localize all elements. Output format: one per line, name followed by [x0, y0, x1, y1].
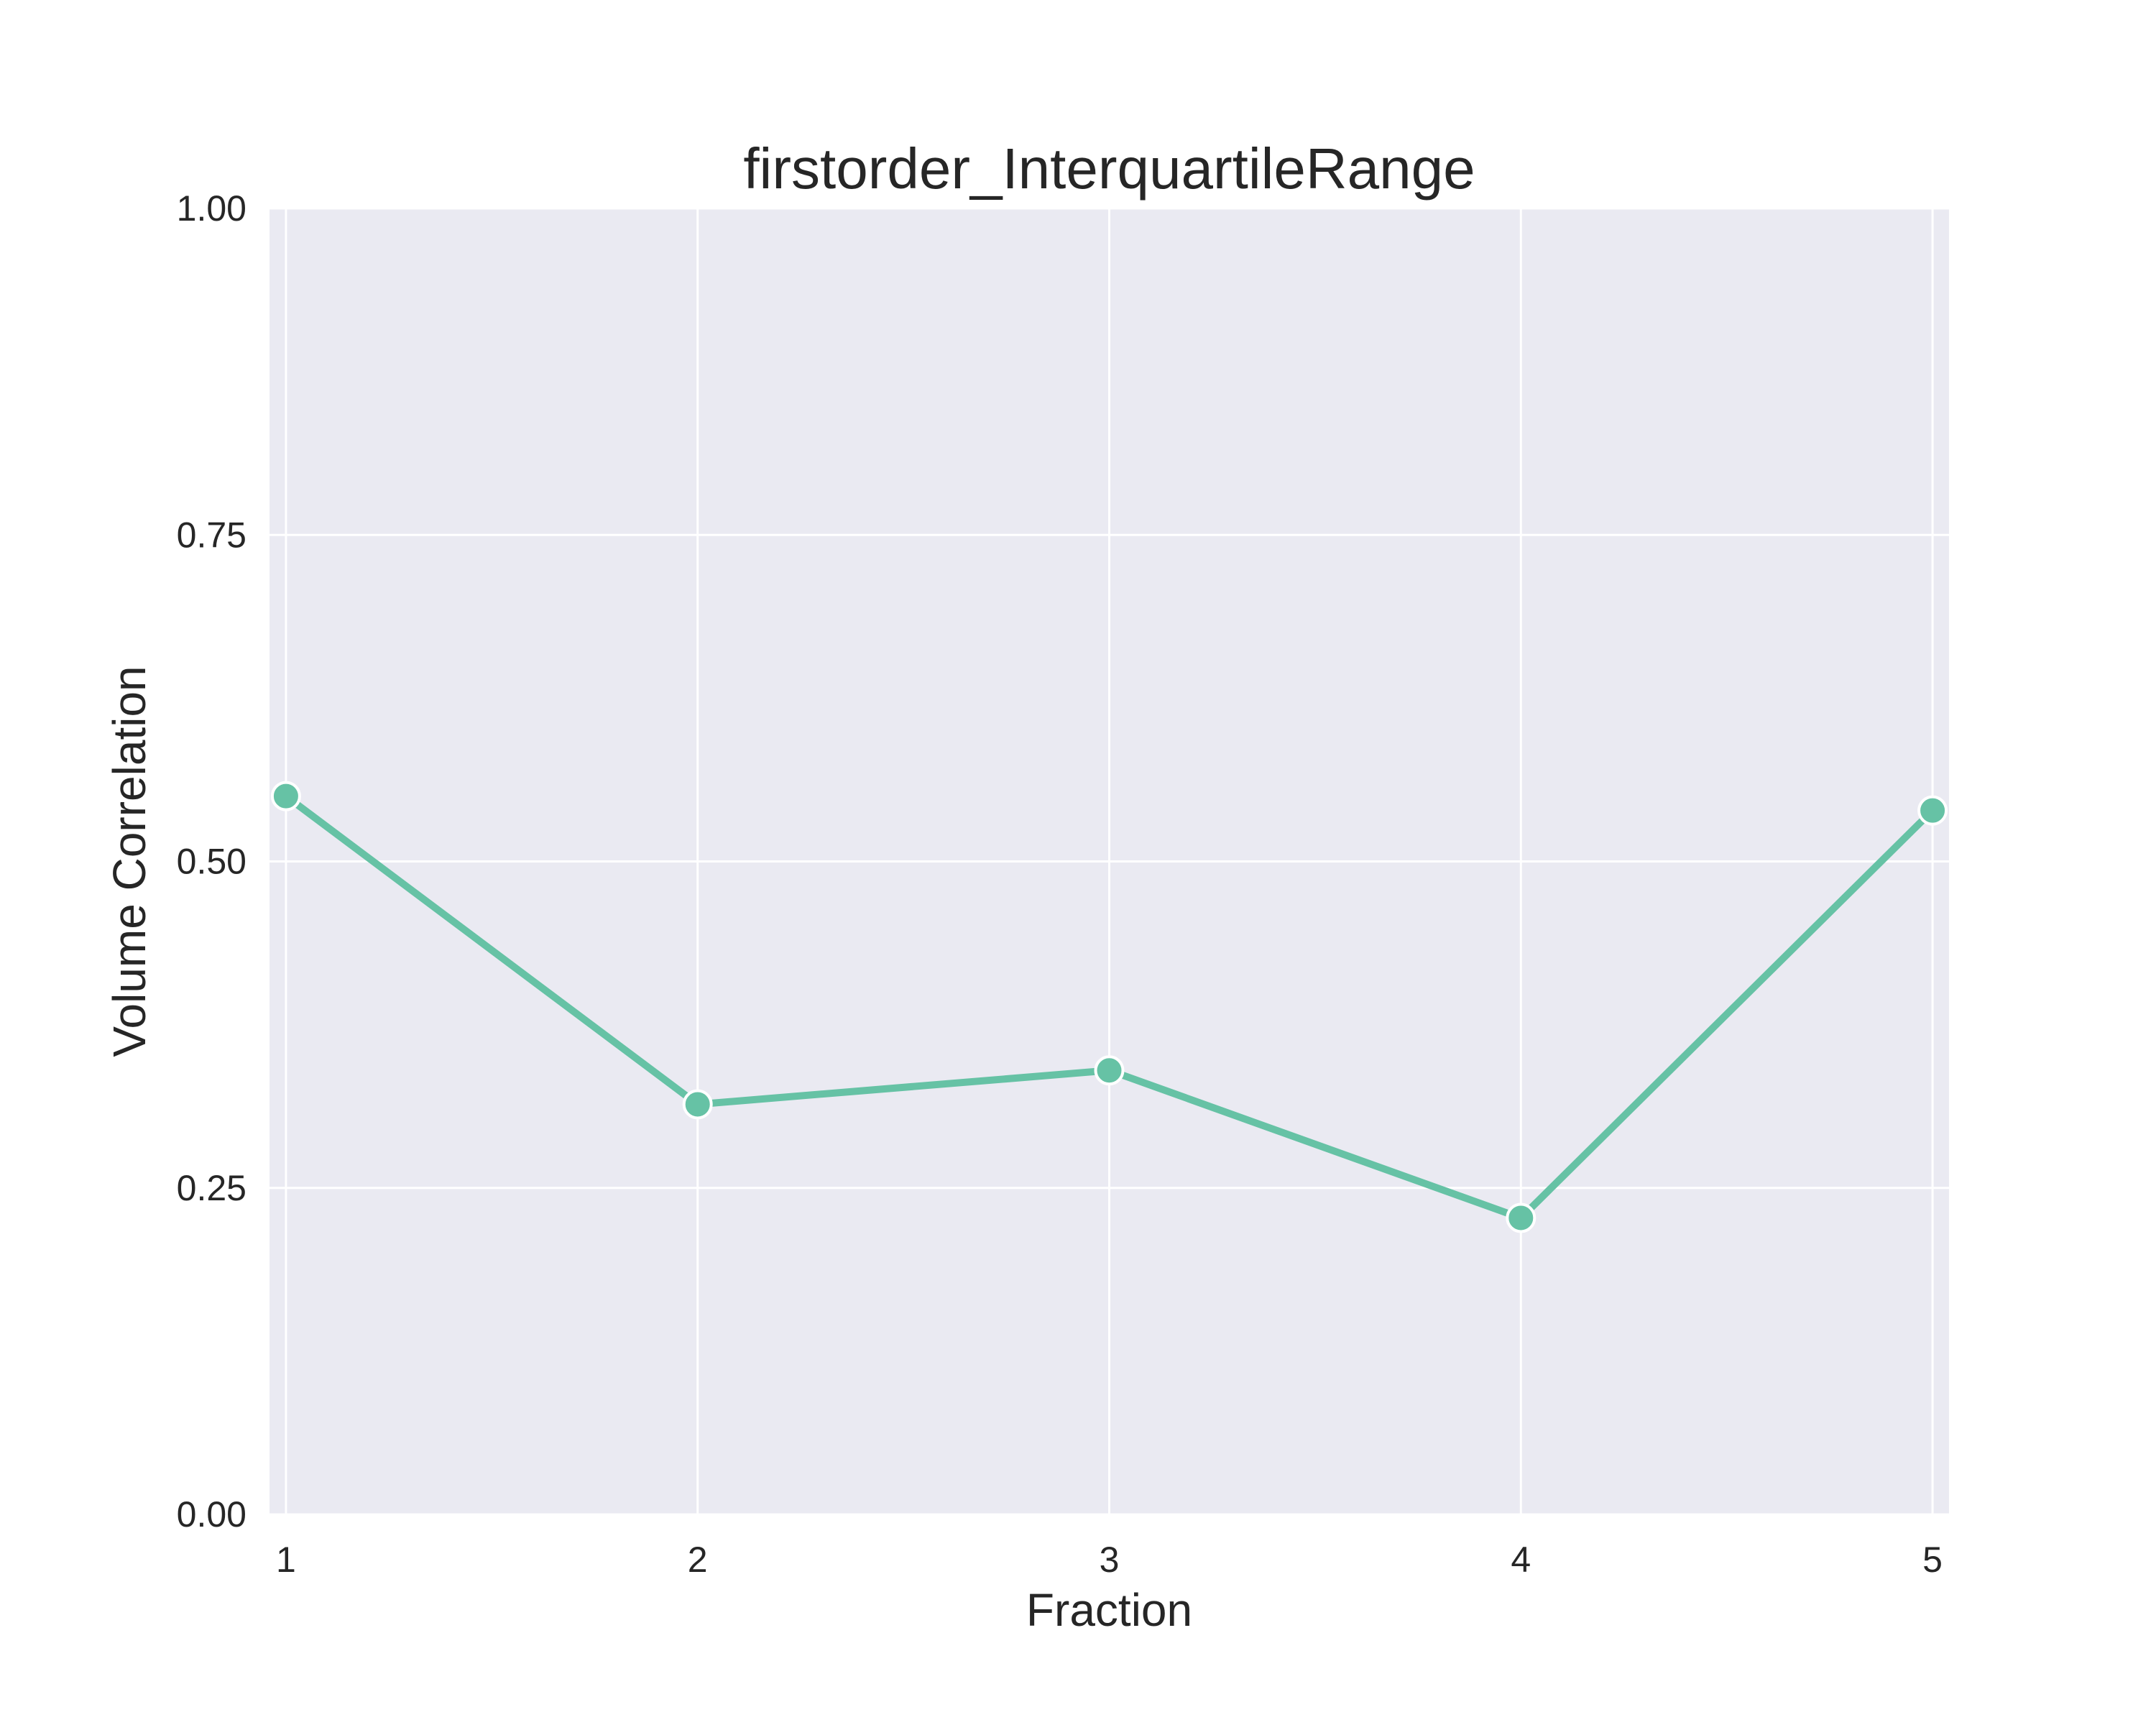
y-axis-label: Volume Correlation	[103, 666, 155, 1057]
data-point-4	[1506, 1202, 1537, 1233]
y-tick-label-2: 0.50	[177, 842, 247, 882]
data-point-2	[682, 1089, 713, 1120]
x-tick-label-0: 1	[276, 1540, 296, 1580]
x-tick-label-1: 2	[688, 1540, 708, 1580]
y-tick-label-3: 0.75	[177, 515, 247, 555]
chart-title: firstorder_InterquartileRange	[743, 137, 1475, 201]
data-point-1	[270, 781, 301, 811]
y-tick-label-4: 1.00	[177, 188, 247, 229]
x-tick-label-4: 5	[1922, 1540, 1943, 1580]
tick-labels: 0.00 0.25 0.50 0.75 1.00 1 2 3 4 5	[177, 188, 1943, 1580]
grid-lines	[270, 207, 1949, 1516]
data-point-3	[1094, 1055, 1125, 1086]
x-tick-label-3: 4	[1511, 1540, 1531, 1580]
series-layer	[270, 781, 1948, 1233]
data-point-5	[1917, 795, 1948, 826]
y-tick-label-0: 0.00	[177, 1494, 247, 1535]
y-tick-label-1: 0.25	[177, 1168, 247, 1208]
x-tick-label-2: 3	[1100, 1540, 1120, 1580]
x-axis-label: Fraction	[1026, 1584, 1192, 1636]
